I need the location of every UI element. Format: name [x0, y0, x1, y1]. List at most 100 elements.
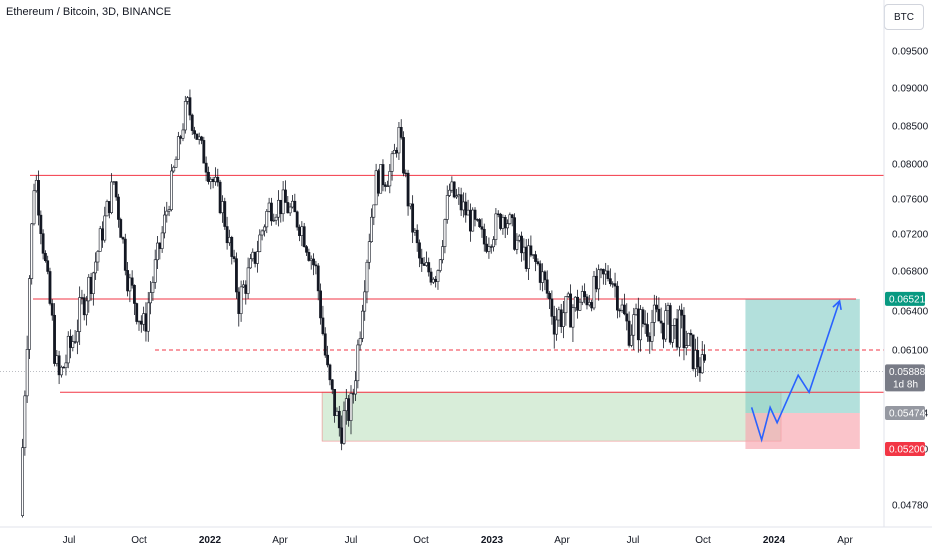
candle-body: [450, 181, 454, 191]
candle-body: [675, 318, 679, 348]
candle-body: [144, 313, 148, 332]
candle-body: [562, 312, 565, 327]
candle-body: [163, 214, 166, 234]
candle-body: [696, 350, 700, 368]
candle-body: [370, 216, 373, 242]
time-axis[interactable]: Jul Oct 2022 Apr Jul Oct 2023 Apr Jul Oct 2024 Apr: [0, 526, 932, 546]
candle-body: [482, 228, 486, 245]
candle-body: [30, 223, 34, 279]
candle-body: [515, 239, 519, 250]
candle-body: [678, 309, 681, 348]
candle-body: [121, 237, 125, 240]
candle-body: [538, 263, 542, 283]
candle-body: [123, 238, 127, 271]
candle-body: [258, 234, 262, 252]
candle-body: [209, 178, 213, 182]
candle-body: [527, 245, 530, 269]
candle-body: [103, 215, 107, 241]
candle-body: [172, 167, 176, 172]
candle-body: [64, 362, 68, 369]
stop-price-badge: 0.05200: [889, 445, 926, 456]
candle-body: [235, 258, 238, 293]
candle-body: [50, 303, 54, 316]
candle-body: [662, 322, 665, 340]
candle-body: [41, 233, 45, 254]
candle-body: [57, 355, 61, 376]
time-tick-label: Apr: [272, 535, 288, 546]
candle-body: [89, 276, 93, 294]
candle-body: [195, 133, 199, 140]
candle-body: [543, 271, 547, 281]
candle-body: [312, 258, 315, 266]
candle-body: [82, 297, 86, 316]
candle-body: [204, 162, 208, 173]
time-tick-label: Jul: [627, 535, 640, 546]
candle-body: [37, 180, 40, 216]
candle-body: [214, 176, 217, 183]
candle-body: [112, 181, 116, 183]
candle-body: [170, 170, 173, 211]
candle-body: [256, 251, 259, 264]
candle-body: [87, 276, 91, 302]
candle-body: [466, 209, 470, 216]
price-tick-label: 0.09000: [892, 84, 929, 95]
candle-body: [279, 199, 283, 215]
candle-body: [44, 253, 47, 262]
candle-body: [434, 278, 438, 282]
candle-body: [480, 226, 484, 230]
candle-body: [517, 235, 521, 241]
currency-button[interactable]: BTC: [884, 4, 924, 30]
candle-body: [80, 297, 84, 299]
candle-body: [281, 189, 285, 215]
price-tick-label: 0.06400: [892, 307, 929, 318]
candle-body: [314, 264, 318, 267]
candle-body: [552, 316, 556, 335]
candle-body: [564, 296, 568, 314]
candle-body: [418, 242, 421, 259]
candle-body: [664, 310, 668, 340]
candle-body: [358, 338, 362, 346]
candle-body: [548, 293, 551, 300]
candle-body: [365, 261, 369, 293]
candle-body: [146, 302, 150, 332]
candle-body: [655, 304, 658, 310]
candle-body: [130, 277, 134, 286]
candle-body: [372, 204, 376, 218]
candle-body: [200, 136, 203, 141]
time-tick-label: Jul: [63, 535, 76, 546]
candle-body: [295, 211, 299, 228]
candle-body: [221, 201, 224, 214]
candle-body: [117, 196, 120, 220]
candle-body: [388, 171, 392, 187]
candle-body: [618, 309, 622, 312]
candle-body: [351, 393, 355, 395]
candle-body: [316, 265, 320, 292]
candle-body: [267, 202, 271, 212]
candle-body: [153, 259, 157, 283]
candle-body: [94, 261, 98, 274]
candle-body: [566, 293, 570, 297]
candle-body: [689, 332, 693, 336]
candle-body: [615, 285, 619, 311]
candle-body: [524, 246, 528, 269]
candle-body: [585, 296, 589, 306]
candle-body: [349, 393, 353, 421]
candle-body: [242, 284, 245, 288]
price-tick-label: 0.09500: [892, 47, 929, 58]
candle-body: [374, 170, 378, 206]
candle-body: [361, 310, 364, 339]
candle-body: [630, 334, 633, 346]
candle-body: [330, 379, 334, 390]
candle-body: [265, 211, 269, 228]
candle-body: [438, 259, 442, 271]
candle-body: [680, 309, 684, 316]
position-target-zone: [745, 298, 860, 413]
candle-body: [381, 164, 385, 186]
candle-body: [96, 251, 100, 263]
candle-body: [648, 336, 652, 342]
candle-body: [142, 313, 146, 325]
candle-body: [559, 309, 563, 327]
candle-body: [239, 286, 243, 314]
candle-body: [363, 291, 367, 312]
